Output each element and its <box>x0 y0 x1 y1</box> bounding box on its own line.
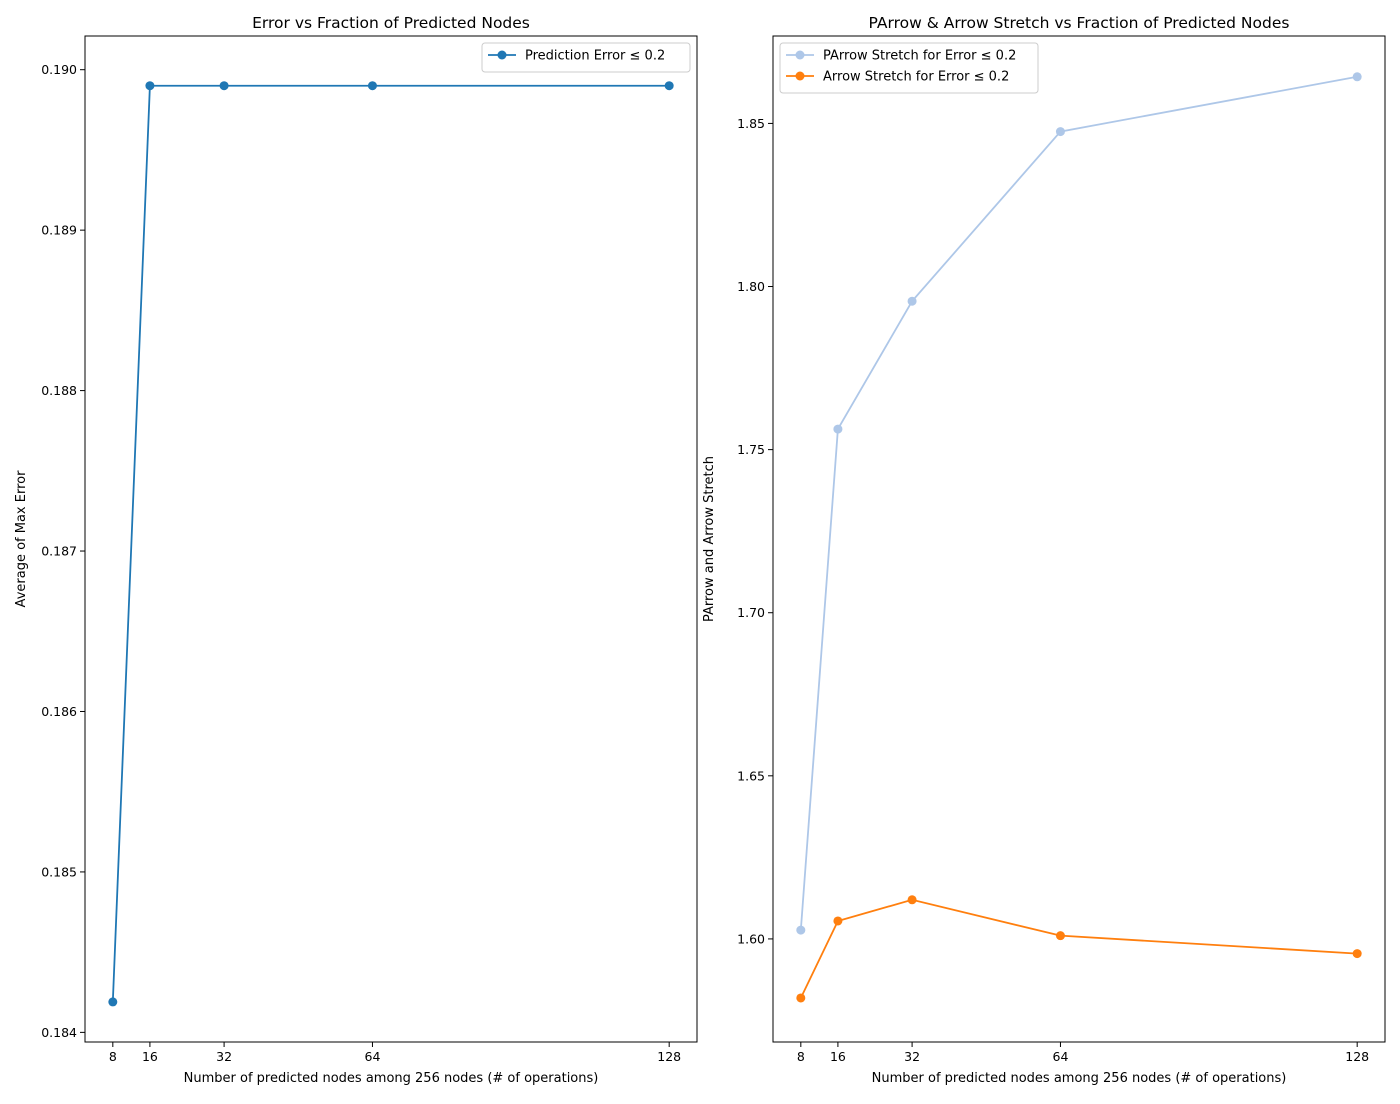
y-tick-label: 1.65 <box>737 768 765 783</box>
data-point <box>796 925 806 935</box>
x-axis-label: Number of predicted nodes among 256 node… <box>184 1071 599 1086</box>
chart-panel-2: PArrow & Arrow Stretch vs Fraction of Pr… <box>702 14 1386 1086</box>
y-axis-label: Average of Max Error <box>14 470 29 608</box>
x-tick-label: 16 <box>142 1049 158 1064</box>
y-tick-label: 1.70 <box>737 605 765 620</box>
y-tick-label: 1.80 <box>737 279 765 294</box>
data-point <box>833 916 843 926</box>
legend: Prediction Error ≤ 0.2 <box>481 42 691 73</box>
chart-title: PArrow & Arrow Stretch vs Fraction of Pr… <box>869 14 1290 32</box>
series-line-1 <box>111 84 670 1002</box>
data-point <box>833 424 843 434</box>
x-tick-label: 128 <box>1345 1049 1369 1064</box>
x-tick-label: 32 <box>904 1049 920 1064</box>
x-tick-label: 64 <box>1053 1049 1069 1064</box>
legend-box <box>779 42 1039 94</box>
x-tick-label: 16 <box>830 1049 846 1064</box>
legend: PArrow Stretch for Error ≤ 0.2 Arrow Stre… <box>779 42 1039 94</box>
x-tick-label: 8 <box>797 1049 805 1064</box>
y-tick-label: 0.184 <box>41 1025 77 1040</box>
y-tick-label: 1.85 <box>737 116 765 131</box>
data-point <box>1055 127 1065 137</box>
chart-panel-1: Error vs Fraction of Predicted Nodes 8 16 3… <box>14 14 698 1086</box>
y-tick-label: 0.190 <box>41 62 77 77</box>
data-point <box>907 895 917 905</box>
x-tick-label: 64 <box>365 1049 381 1064</box>
legend-box <box>481 42 691 73</box>
chart-title: Error vs Fraction of Predicted Nodes <box>252 14 530 32</box>
y-tick-label: 0.187 <box>41 544 77 559</box>
y-tick-label: 1.60 <box>737 931 765 946</box>
data-point <box>108 997 118 1007</box>
legend-label: PArrow Stretch for Error ≤ 0.2 <box>823 49 1016 64</box>
y-tick-label: 0.188 <box>41 383 77 398</box>
x-tick-label: 8 <box>109 1049 117 1064</box>
x-tick-label: 32 <box>216 1049 232 1064</box>
data-point <box>219 81 229 91</box>
legend-label: Arrow Stretch for Error ≤ 0.2 <box>823 70 1009 85</box>
legend-marker <box>497 50 507 60</box>
data-point <box>1352 949 1362 959</box>
series-line-2 <box>800 898 1358 999</box>
x-axis-label: Number of predicted nodes among 256 node… <box>872 1071 1287 1086</box>
data-point <box>796 993 806 1003</box>
plot-frame <box>84 35 698 1043</box>
legend-marker <box>795 71 805 81</box>
legend-label: Prediction Error ≤ 0.2 <box>525 49 665 64</box>
y-tick-label: 0.186 <box>41 704 77 719</box>
x-tick-label: 128 <box>657 1049 681 1064</box>
y-tick-label: 0.189 <box>41 223 77 238</box>
legend-marker <box>795 50 805 60</box>
data-point <box>1352 72 1362 82</box>
plot-frame <box>772 35 1386 1043</box>
y-tick-label: 0.185 <box>41 864 77 879</box>
series-line-1 <box>799 75 1358 931</box>
data-point <box>907 296 917 306</box>
y-tick-label: 1.75 <box>737 442 765 457</box>
y-axis-label: PArrow and Arrow Stretch <box>702 456 717 622</box>
data-point <box>145 81 155 91</box>
data-point <box>1055 931 1065 941</box>
data-point <box>664 81 674 91</box>
data-point <box>367 81 377 91</box>
